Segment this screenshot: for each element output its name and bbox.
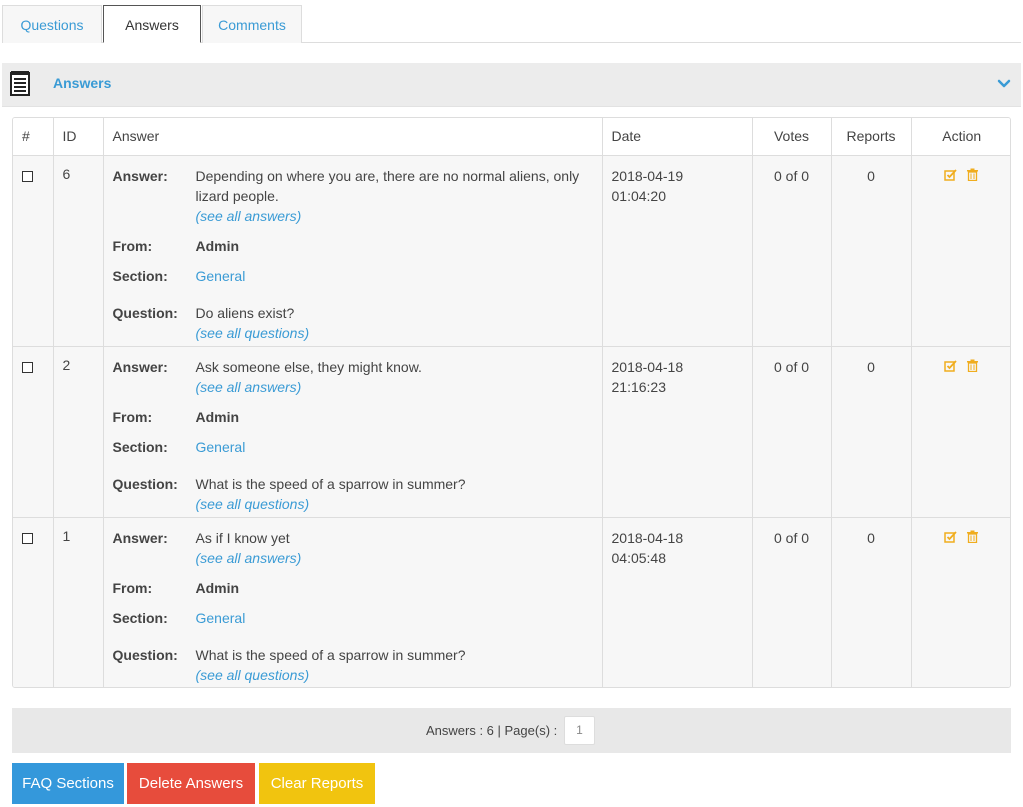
table-row: 6 Answer: Depending on where you are, th…	[13, 155, 1010, 347]
question-text: What is the speed of a sparrow in summer…	[195, 646, 466, 663]
panel-title: Answers	[53, 75, 112, 91]
row-id: 1	[53, 517, 104, 687]
see-all-answers-link[interactable]: (see all answers)	[195, 378, 302, 395]
header-answer: Answer	[103, 118, 603, 156]
answer-label: Answer:	[112, 167, 168, 184]
from-label: From:	[112, 408, 153, 425]
see-all-questions-link[interactable]: (see all questions)	[195, 666, 310, 683]
answer-text: Ask someone else, they might know.	[195, 358, 422, 375]
header-date: Date	[602, 118, 753, 156]
see-all-answers-link[interactable]: (see all answers)	[195, 549, 302, 566]
edit-icon[interactable]	[944, 359, 957, 372]
reports-value: 0	[867, 529, 875, 546]
question-label: Question:	[112, 646, 178, 663]
answers-count-summary: Answers : 6 | Page(s) :	[426, 723, 558, 738]
time-value: 21:16:23	[611, 378, 667, 395]
question-text: What is the speed of a sparrow in summer…	[195, 475, 466, 492]
row-id: 6	[53, 155, 104, 347]
from-value: Admin	[195, 579, 240, 596]
row-checkbox[interactable]	[22, 532, 33, 544]
section-label: Section:	[112, 267, 168, 284]
date-value: 2018-04-18	[611, 358, 684, 375]
row-checkbox[interactable]	[22, 170, 33, 182]
trash-icon[interactable]	[966, 359, 979, 372]
section-label: Section:	[112, 438, 168, 455]
time-value: 04:05:48	[611, 549, 667, 566]
header-votes: Votes	[752, 118, 832, 156]
answer-text: Depending on where you are, there are no…	[195, 167, 580, 204]
clear-reports-button[interactable]: Clear Reports	[259, 763, 375, 804]
delete-answers-button[interactable]: Delete Answers	[127, 763, 255, 804]
from-value: Admin	[195, 237, 240, 254]
section-link[interactable]: General	[195, 267, 246, 284]
header-id: ID	[53, 118, 104, 156]
see-all-questions-link[interactable]: (see all questions)	[195, 495, 310, 512]
table-row: 2 Answer: Ask someone else, they might k…	[13, 346, 1010, 518]
section-label: Section:	[112, 609, 168, 626]
header-num: #	[13, 118, 54, 156]
section-link[interactable]: General	[195, 609, 246, 626]
answers-table: # ID Answer Date Votes Reports Action 6 …	[12, 117, 1011, 688]
time-value: 01:04:20	[611, 187, 667, 204]
row-id: 2	[53, 346, 104, 518]
question-label: Question:	[112, 475, 178, 492]
page-number-button[interactable]: 1	[564, 716, 595, 745]
header-reports: Reports	[831, 118, 912, 156]
tab-bar: Questions Answers Comments	[2, 5, 1021, 43]
tab-comments[interactable]: Comments	[202, 5, 302, 43]
see-all-questions-link[interactable]: (see all questions)	[195, 324, 310, 341]
from-value: Admin	[195, 408, 240, 425]
document-list-icon	[10, 71, 30, 96]
answer-label: Answer:	[112, 358, 168, 375]
edit-icon[interactable]	[944, 530, 957, 543]
trash-icon[interactable]	[966, 168, 979, 181]
votes-value: 0 of 0	[773, 529, 810, 546]
date-value: 2018-04-19	[611, 167, 684, 184]
trash-icon[interactable]	[966, 530, 979, 543]
votes-value: 0 of 0	[773, 167, 810, 184]
tab-questions[interactable]: Questions	[2, 5, 102, 43]
tab-answers[interactable]: Answers	[103, 5, 201, 43]
row-checkbox[interactable]	[22, 361, 33, 373]
from-label: From:	[112, 579, 153, 596]
reports-value: 0	[867, 167, 875, 184]
edit-icon[interactable]	[944, 168, 957, 181]
header-action: Action	[911, 118, 1010, 156]
faq-sections-button[interactable]: FAQ Sections	[12, 763, 124, 804]
chevron-down-icon[interactable]	[997, 77, 1011, 91]
question-text: Do aliens exist?	[195, 304, 295, 321]
from-label: From:	[112, 237, 153, 254]
votes-value: 0 of 0	[773, 358, 810, 375]
date-value: 2018-04-18	[611, 529, 684, 546]
reports-value: 0	[867, 358, 875, 375]
section-link[interactable]: General	[195, 438, 246, 455]
panel-header: Answers	[2, 63, 1021, 107]
answer-label: Answer:	[112, 529, 168, 546]
see-all-answers-link[interactable]: (see all answers)	[195, 207, 302, 224]
answer-text: As if I know yet	[195, 529, 290, 546]
question-label: Question:	[112, 304, 178, 321]
table-row: 1 Answer: As if I know yet (see all answ…	[13, 517, 1010, 687]
pagination-bar: Answers : 6 | Page(s) : 1	[12, 708, 1011, 753]
